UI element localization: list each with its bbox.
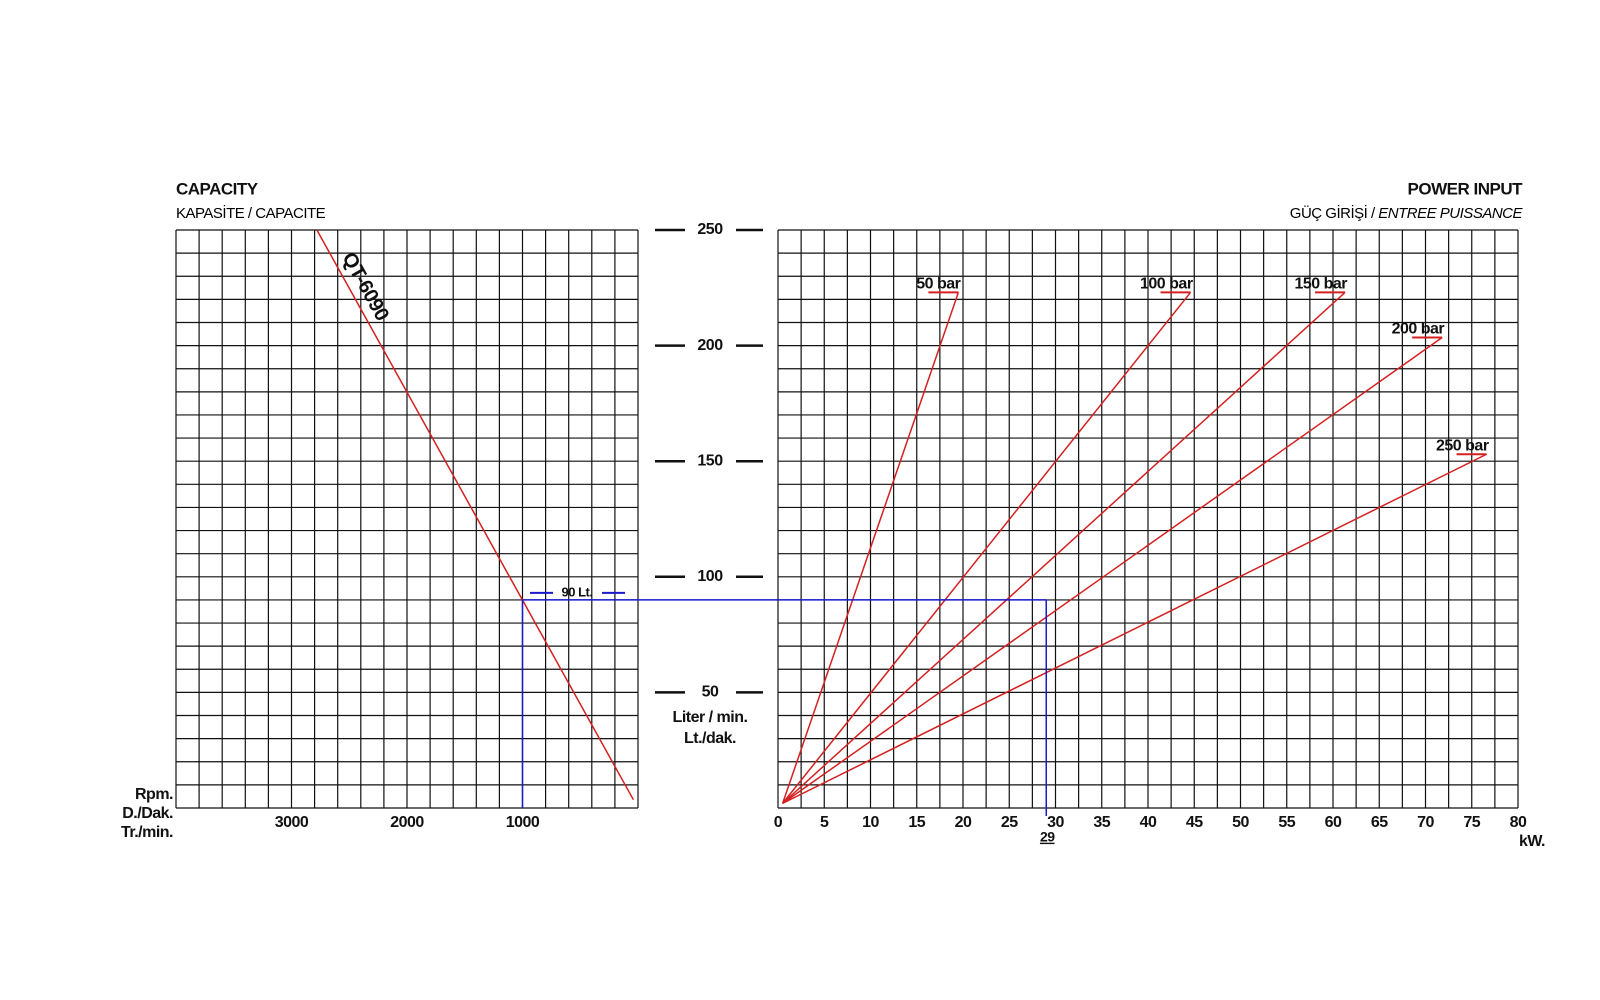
x-tick-label: 55 [1278, 814, 1295, 831]
x-tick-label: 60 [1325, 814, 1342, 831]
legend-label: 250 bar [1436, 437, 1489, 454]
y-tick-label: 50 [702, 684, 719, 701]
x-tick-label: 40 [1140, 814, 1157, 831]
x-tick-label: 70 [1417, 814, 1434, 831]
x-tick-label: 3000 [275, 814, 309, 831]
x-axis-label: Tr./min. [121, 824, 173, 841]
y-tick-label: 100 [697, 568, 723, 585]
x-tick-label: 10 [862, 814, 879, 831]
series-line [781, 292, 960, 804]
y-tick-label: 200 [697, 337, 723, 354]
x-axis-label: D./Dak. [122, 805, 173, 822]
subtitle-part: GÜÇ GİRİŞİ / [1290, 204, 1379, 222]
x-tick-label: 1000 [506, 814, 540, 831]
x-tick-label: 20 [955, 814, 972, 831]
annotation-label: 90 Lt. [562, 584, 593, 599]
x-tick-label: 15 [908, 814, 925, 831]
subtitle-italic: ENTREE PUISSANCE [1378, 205, 1523, 222]
x-axis-label: Rpm. [135, 786, 173, 803]
x-tick-label: 35 [1093, 814, 1110, 831]
chart-title: CAPACITY [176, 179, 259, 198]
x-tick-label: 65 [1371, 814, 1388, 831]
y-axis-label: Lt./dak. [684, 730, 736, 747]
series-line [782, 291, 1192, 804]
legend-label: 50 bar [916, 276, 960, 293]
legend-label: 200 bar [1392, 321, 1445, 338]
x-tick-label: 0 [774, 814, 783, 831]
x-tick-label: 30 [1047, 814, 1064, 831]
x-tick-label: 50 [1232, 814, 1249, 831]
legend-label: 150 bar [1294, 276, 1347, 293]
y-tick-label: 250 [697, 221, 723, 238]
x-axis-label: kW. [1519, 833, 1545, 850]
x-tick-label: 45 [1186, 814, 1203, 831]
y-tick-label: 150 [697, 452, 723, 469]
x-tick-label: 80 [1510, 814, 1527, 831]
chart-title: POWER INPUT [1408, 179, 1524, 198]
x-tick-label: 2000 [390, 814, 424, 831]
series-line [782, 336, 1443, 804]
legend-label: 100 bar [1140, 276, 1193, 293]
y-axis-label: Liter / min. [673, 709, 748, 726]
x-tick-label: 75 [1463, 814, 1480, 831]
chart-subtitle: KAPASİTE / CAPACITE [176, 204, 326, 222]
series-line [782, 453, 1487, 805]
annotation-label: 29 [1040, 829, 1055, 845]
x-tick-label: 5 [820, 814, 829, 831]
x-tick-label: 25 [1001, 814, 1018, 831]
series-line [316, 229, 635, 801]
series-line [782, 291, 1346, 804]
chart-subtitle: GÜÇ GİRİŞİ / ENTREE PUISSANCE [1290, 204, 1524, 222]
